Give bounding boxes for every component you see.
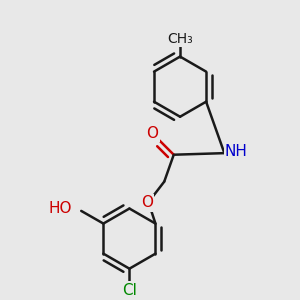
Text: NH: NH — [225, 144, 248, 159]
Text: O: O — [146, 126, 158, 141]
Text: CH₃: CH₃ — [167, 32, 193, 46]
Text: O: O — [141, 195, 153, 210]
Text: Cl: Cl — [122, 283, 137, 298]
Text: HO: HO — [49, 201, 72, 216]
